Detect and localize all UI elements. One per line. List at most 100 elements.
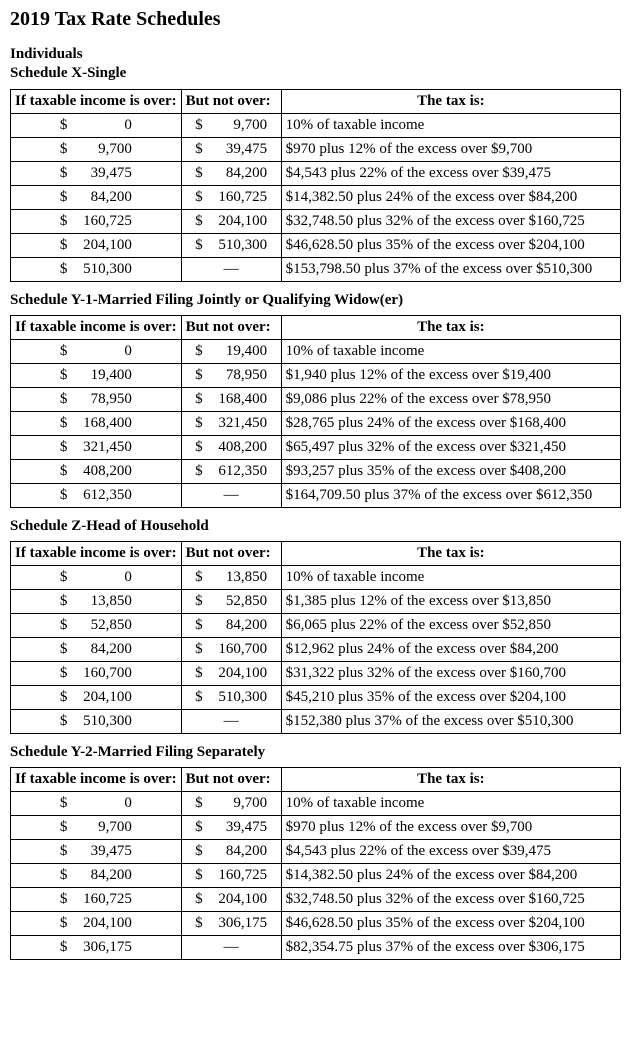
individuals-heading: IndividualsSchedule X-Single	[10, 45, 621, 83]
intro-line: Individuals	[10, 45, 621, 64]
col-header-tax: The tax is:	[281, 89, 620, 113]
money-cell: $160,725	[11, 209, 182, 233]
money-cell: $9,700	[181, 113, 281, 137]
money-cell: $510,300	[181, 685, 281, 709]
table-row: $321,450$408,200$65,497 plus 32% of the …	[11, 435, 621, 459]
money-cell: $19,400	[181, 339, 281, 363]
money-cell: $0	[11, 339, 182, 363]
col-header-over: If taxable income is over:	[11, 89, 182, 113]
table-row: $612,350—$164,709.50 plus 37% of the exc…	[11, 483, 621, 507]
table-row: $408,200$612,350$93,257 plus 35% of the …	[11, 459, 621, 483]
tax-schedule-table: If taxable income is over:But not over:T…	[10, 89, 621, 282]
money-cell: $0	[11, 113, 182, 137]
money-cell: $204,100	[11, 233, 182, 257]
tax-description: $1,385 plus 12% of the excess over $13,8…	[281, 589, 620, 613]
money-cell: $160,725	[11, 887, 182, 911]
money-cell: $52,850	[11, 613, 182, 637]
tax-description: $153,798.50 plus 37% of the excess over …	[281, 257, 620, 281]
col-header-not-over: But not over:	[181, 541, 281, 565]
table-row: $84,200$160,725$14,382.50 plus 24% of th…	[11, 185, 621, 209]
tax-description: $32,748.50 plus 32% of the excess over $…	[281, 887, 620, 911]
schedule-title: Schedule Y-1-Married Filing Jointly or Q…	[10, 292, 621, 309]
not-over-dash: —	[181, 935, 281, 959]
col-header-tax: The tax is:	[281, 541, 620, 565]
table-row: $204,100$510,300$46,628.50 plus 35% of t…	[11, 233, 621, 257]
money-cell: $612,350	[181, 459, 281, 483]
money-cell: $13,850	[11, 589, 182, 613]
money-cell: $84,200	[11, 863, 182, 887]
tax-description: $970 plus 12% of the excess over $9,700	[281, 137, 620, 161]
tax-description: $32,748.50 plus 32% of the excess over $…	[281, 209, 620, 233]
col-header-not-over: But not over:	[181, 315, 281, 339]
money-cell: $160,725	[181, 185, 281, 209]
tax-description: $14,382.50 plus 24% of the excess over $…	[281, 863, 620, 887]
table-row: $84,200$160,725$14,382.50 plus 24% of th…	[11, 863, 621, 887]
table-row: $160,700$204,100$31,322 plus 32% of the …	[11, 661, 621, 685]
col-header-not-over: But not over:	[181, 767, 281, 791]
table-row: $13,850$52,850$1,385 plus 12% of the exc…	[11, 589, 621, 613]
table-row: $204,100$306,175$46,628.50 plus 35% of t…	[11, 911, 621, 935]
table-row: $19,400$78,950$1,940 plus 12% of the exc…	[11, 363, 621, 387]
money-cell: $408,200	[11, 459, 182, 483]
tax-description: $93,257 plus 35% of the excess over $408…	[281, 459, 620, 483]
money-cell: $78,950	[11, 387, 182, 411]
money-cell: $13,850	[181, 565, 281, 589]
tax-description: $46,628.50 plus 35% of the excess over $…	[281, 911, 620, 935]
table-row: $160,725$204,100$32,748.50 plus 32% of t…	[11, 209, 621, 233]
money-cell: $84,200	[181, 839, 281, 863]
tax-description: 10% of taxable income	[281, 565, 620, 589]
table-row: $0$9,70010% of taxable income	[11, 113, 621, 137]
tax-description: $164,709.50 plus 37% of the excess over …	[281, 483, 620, 507]
money-cell: $9,700	[11, 815, 182, 839]
money-cell: $321,450	[181, 411, 281, 435]
tax-description: 10% of taxable income	[281, 339, 620, 363]
money-cell: $321,450	[11, 435, 182, 459]
tax-description: $9,086 plus 22% of the excess over $78,9…	[281, 387, 620, 411]
col-header-tax: The tax is:	[281, 315, 620, 339]
table-row: $510,300—$153,798.50 plus 37% of the exc…	[11, 257, 621, 281]
money-cell: $204,100	[11, 911, 182, 935]
money-cell: $9,700	[11, 137, 182, 161]
money-cell: $160,725	[181, 863, 281, 887]
money-cell: $84,200	[181, 161, 281, 185]
money-cell: $160,700	[11, 661, 182, 685]
page-title: 2019 Tax Rate Schedules	[10, 8, 621, 31]
table-row: $0$13,85010% of taxable income	[11, 565, 621, 589]
col-header-over: If taxable income is over:	[11, 315, 182, 339]
money-cell: $39,475	[11, 839, 182, 863]
not-over-dash: —	[181, 483, 281, 507]
schedule-title: Schedule X-Single	[10, 64, 621, 83]
table-row: $9,700$39,475$970 plus 12% of the excess…	[11, 137, 621, 161]
col-header-tax: The tax is:	[281, 767, 620, 791]
money-cell: $408,200	[181, 435, 281, 459]
tax-description: $152,380 plus 37% of the excess over $51…	[281, 709, 620, 733]
tax-description: $82,354.75 plus 37% of the excess over $…	[281, 935, 620, 959]
schedule-title: Schedule Z-Head of Household	[10, 518, 621, 535]
money-cell: $39,475	[181, 137, 281, 161]
money-cell: $204,100	[11, 685, 182, 709]
money-cell: $160,700	[181, 637, 281, 661]
col-header-over: If taxable income is over:	[11, 541, 182, 565]
table-row: $168,400$321,450$28,765 plus 24% of the …	[11, 411, 621, 435]
tax-schedule-table: If taxable income is over:But not over:T…	[10, 541, 621, 734]
table-row: $84,200$160,700$12,962 plus 24% of the e…	[11, 637, 621, 661]
table-row: $39,475$84,200$4,543 plus 22% of the exc…	[11, 839, 621, 863]
table-row: $39,475$84,200$4,543 plus 22% of the exc…	[11, 161, 621, 185]
table-row: $204,100$510,300$45,210 plus 35% of the …	[11, 685, 621, 709]
table-row: $78,950$168,400$9,086 plus 22% of the ex…	[11, 387, 621, 411]
money-cell: $204,100	[181, 209, 281, 233]
money-cell: $612,350	[11, 483, 182, 507]
money-cell: $204,100	[181, 661, 281, 685]
tax-description: $14,382.50 plus 24% of the excess over $…	[281, 185, 620, 209]
table-row: $9,700$39,475$970 plus 12% of the excess…	[11, 815, 621, 839]
tax-description: $46,628.50 plus 35% of the excess over $…	[281, 233, 620, 257]
money-cell: $204,100	[181, 887, 281, 911]
money-cell: $0	[11, 565, 182, 589]
table-row: $0$19,40010% of taxable income	[11, 339, 621, 363]
tax-description: $6,065 plus 22% of the excess over $52,8…	[281, 613, 620, 637]
table-row: $160,725$204,100$32,748.50 plus 32% of t…	[11, 887, 621, 911]
money-cell: $39,475	[181, 815, 281, 839]
money-cell: $0	[11, 791, 182, 815]
tax-description: $4,543 plus 22% of the excess over $39,4…	[281, 839, 620, 863]
money-cell: $52,850	[181, 589, 281, 613]
